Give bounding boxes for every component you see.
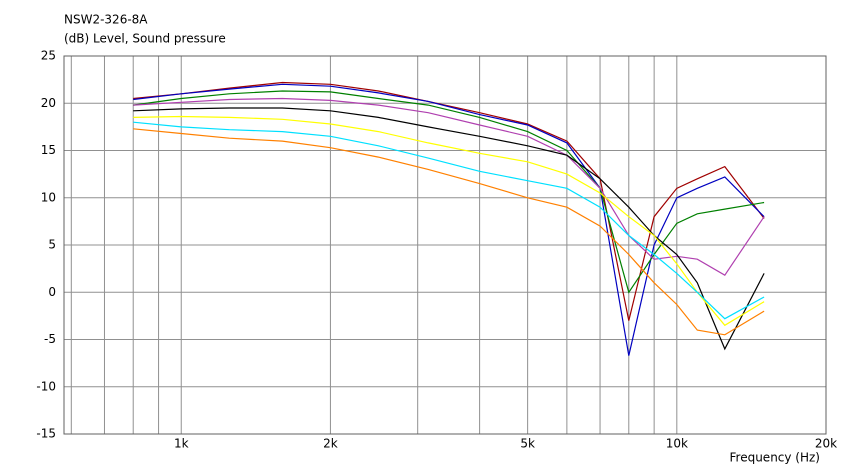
- series-line: [133, 97, 765, 277]
- y-tick-label: -15: [36, 427, 56, 441]
- y-tick-label: 25: [41, 49, 56, 63]
- series-line: [133, 107, 765, 351]
- x-axis-label: Frequency (Hz): [730, 451, 821, 465]
- y-tick-label: -10: [36, 379, 56, 393]
- x-tick-label: 5k: [520, 437, 535, 451]
- y-tick-label: 15: [41, 143, 56, 157]
- x-tick-label: 10k: [666, 437, 688, 451]
- plot-border: [63, 55, 827, 435]
- y-axis-label: (dB) Level, Sound pressure: [64, 32, 226, 46]
- x-tick-label: 20k: [815, 437, 837, 451]
- series-line: [133, 90, 765, 294]
- y-tick-label: 10: [41, 190, 56, 204]
- series-line: [133, 81, 765, 321]
- series-line: [133, 83, 765, 356]
- series-line: [133, 115, 765, 327]
- series-line: [133, 128, 765, 336]
- y-tick-label: 5: [48, 238, 56, 252]
- x-tick-label: 1k: [174, 437, 189, 451]
- y-tick-label: 20: [41, 96, 56, 110]
- series-line: [133, 121, 765, 320]
- y-tick-label: -5: [44, 332, 56, 346]
- x-tick-label: 2k: [323, 437, 338, 451]
- y-tick-label: 0: [48, 285, 56, 299]
- chart-title: NSW2-326-8A: [64, 13, 148, 27]
